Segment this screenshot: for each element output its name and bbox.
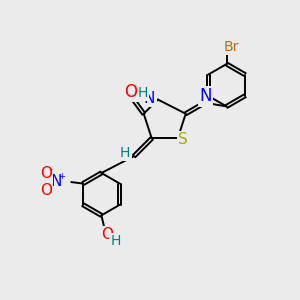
Text: O: O bbox=[101, 227, 113, 242]
Text: Br: Br bbox=[223, 40, 239, 54]
Text: N: N bbox=[199, 87, 212, 105]
Text: N: N bbox=[51, 174, 62, 189]
Text: H: H bbox=[120, 146, 130, 160]
Text: S: S bbox=[178, 132, 188, 147]
Text: O: O bbox=[40, 166, 52, 181]
Text: O: O bbox=[40, 183, 52, 198]
Text: -: - bbox=[49, 164, 53, 174]
Text: N: N bbox=[144, 91, 155, 106]
Text: H: H bbox=[110, 234, 121, 248]
Text: O: O bbox=[124, 83, 138, 101]
Text: H: H bbox=[137, 86, 148, 100]
Text: +: + bbox=[58, 172, 65, 181]
